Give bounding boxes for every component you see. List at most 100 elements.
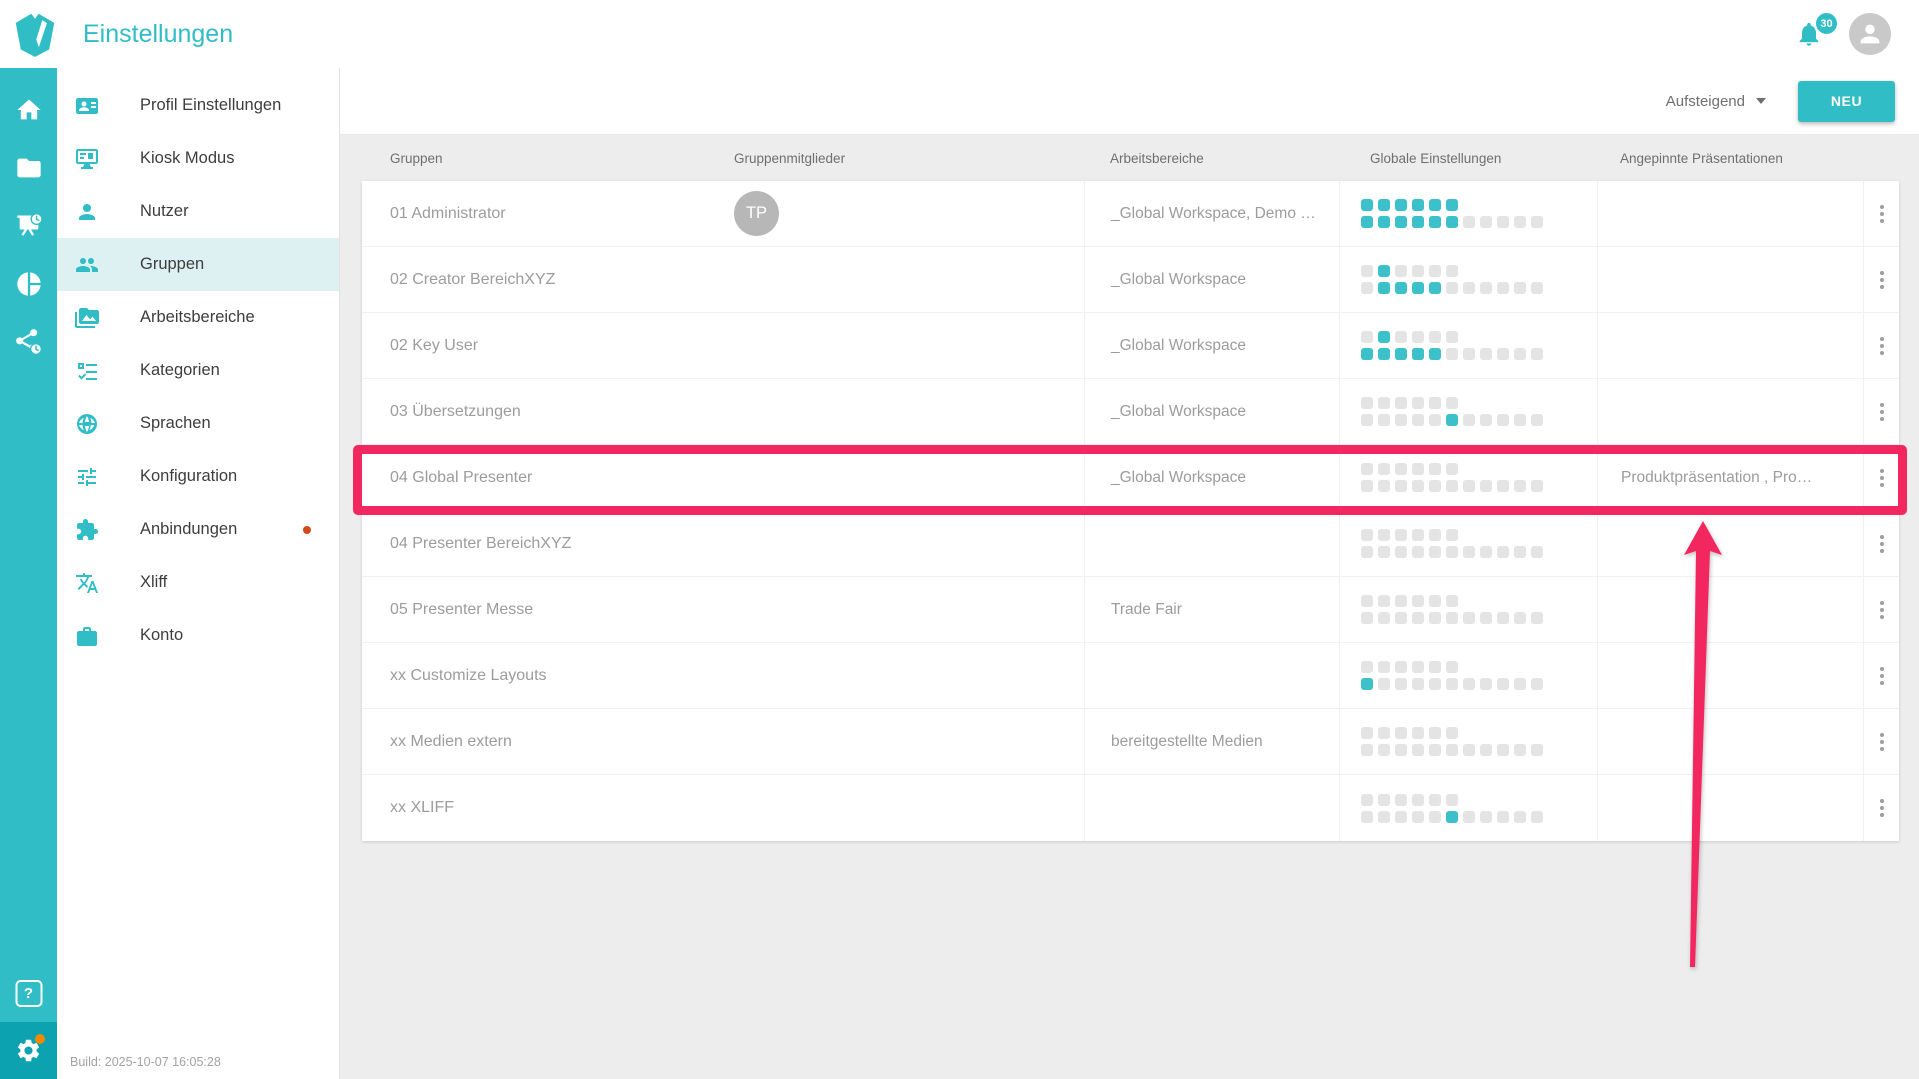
- group-members-cell: [684, 445, 1084, 510]
- translate-icon: [75, 571, 99, 595]
- group-name: 04 Global Presenter: [390, 468, 533, 486]
- sidebar-item-anbindungen[interactable]: Anbindungen: [57, 503, 339, 556]
- settings-menu: Profil Einstellungen Kiosk Modus Nutzer …: [57, 68, 339, 662]
- group-workspaces-cell: [1084, 511, 1339, 576]
- contact-card-icon: [75, 94, 99, 118]
- group-members-cell: [684, 247, 1084, 312]
- workspace-image-icon: [75, 306, 99, 330]
- table-row[interactable]: 01 Administrator TP _Global Workspace, D…: [362, 181, 1899, 247]
- group-name: xx Medien extern: [390, 732, 512, 750]
- sidebar-item-nutzer[interactable]: Nutzer: [57, 185, 339, 238]
- presentation-clock-icon[interactable]: [15, 212, 43, 240]
- group-members-cell: [684, 775, 1084, 841]
- home-icon[interactable]: [15, 96, 43, 124]
- row-actions-cell: [1863, 709, 1899, 774]
- global-settings-squares: [1339, 643, 1597, 708]
- group-name: 01 Administrator: [390, 204, 506, 222]
- column-header-angepinnte-praesentationen: Angepinnte Präsentationen: [1620, 150, 1783, 166]
- group-name: 04 Presenter BereichXYZ: [390, 534, 572, 552]
- table-row[interactable]: xx Medien extern bereitgestellte Medien: [362, 709, 1899, 775]
- more-options-icon[interactable]: [1874, 727, 1890, 757]
- sidebar-item-sprachen[interactable]: Sprachen: [57, 397, 339, 450]
- more-options-icon[interactable]: [1874, 595, 1890, 625]
- notification-dot: [303, 525, 311, 534]
- sidebar-item-label: Profil Einstellungen: [140, 96, 282, 114]
- group-workspaces-cell: _Global Workspace, Demo …: [1084, 181, 1339, 246]
- groups-table: 01 Administrator TP _Global Workspace, D…: [362, 181, 1899, 841]
- group-workspaces-cell: [1084, 775, 1339, 841]
- table-row[interactable]: xx XLIFF: [362, 775, 1899, 841]
- sidebar-item-profil-einstellungen[interactable]: Profil Einstellungen: [57, 79, 339, 132]
- group-members-cell: TP: [684, 181, 1084, 246]
- group-workspaces-cell: Trade Fair: [1084, 577, 1339, 642]
- sidebar-item-kiosk-modus[interactable]: Kiosk Modus: [57, 132, 339, 185]
- group-name: xx Customize Layouts: [390, 666, 547, 684]
- pinned-presentations-cell: [1597, 313, 1863, 378]
- row-actions-cell: [1863, 313, 1899, 378]
- table-row[interactable]: 04 Global Presenter _Global Workspace Pr…: [362, 445, 1899, 511]
- more-options-icon[interactable]: [1874, 331, 1890, 361]
- share-clock-icon[interactable]: [15, 328, 43, 356]
- more-options-icon[interactable]: [1874, 661, 1890, 691]
- sidebar-item-label: Arbeitsbereiche: [140, 308, 255, 326]
- member-avatar: TP: [734, 191, 779, 236]
- row-actions-cell: [1863, 643, 1899, 708]
- group-workspaces-cell: [1084, 643, 1339, 708]
- sidebar-item-label: Nutzer: [140, 202, 189, 220]
- table-row[interactable]: 05 Presenter Messe Trade Fair: [362, 577, 1899, 643]
- column-header-globale-einstellungen: Globale Einstellungen: [1370, 150, 1502, 166]
- help-icon[interactable]: ?: [15, 980, 42, 1007]
- sidebar-item-konfiguration[interactable]: Konfiguration: [57, 450, 339, 503]
- folder-icon[interactable]: [15, 154, 43, 182]
- group-name: 05 Presenter Messe: [390, 600, 534, 618]
- sidebar-item-label: Xliff: [140, 573, 168, 591]
- table-row[interactable]: 02 Creator BereichXYZ _Global Workspace: [362, 247, 1899, 313]
- briefcase-icon: [75, 624, 99, 648]
- group-name: xx XLIFF: [390, 799, 455, 816]
- puzzle-icon: [75, 518, 99, 542]
- group-name: 02 Creator BereichXYZ: [390, 270, 556, 288]
- more-options-icon[interactable]: [1874, 529, 1890, 559]
- global-settings-squares: [1339, 709, 1597, 774]
- sidebar-item-arbeitsbereiche[interactable]: Arbeitsbereiche: [57, 291, 339, 344]
- settings-gear-button[interactable]: [0, 1022, 57, 1079]
- group-name: 02 Key User: [390, 336, 479, 354]
- more-options-icon[interactable]: [1874, 463, 1890, 493]
- table-row[interactable]: 03 Übersetzungen _Global Workspace: [362, 379, 1899, 445]
- sidebar-item-gruppen[interactable]: Gruppen: [57, 238, 339, 291]
- sidebar-item-konto[interactable]: Konto: [57, 609, 339, 662]
- group-workspaces-cell: _Global Workspace: [1084, 313, 1339, 378]
- notifications-bell-icon[interactable]: 30: [1795, 11, 1839, 48]
- column-header-gruppen: Gruppen: [390, 150, 443, 166]
- pie-chart-icon[interactable]: [15, 270, 43, 298]
- table-row[interactable]: xx Customize Layouts: [362, 643, 1899, 709]
- build-info: Build: 2025-10-07 16:05:28: [70, 1055, 221, 1069]
- sidebar-item-xliff[interactable]: Xliff: [57, 556, 339, 609]
- tune-icon: [75, 465, 99, 489]
- group-workspaces-cell: bereitgestellte Medien: [1084, 709, 1339, 774]
- global-settings-squares: [1339, 445, 1597, 510]
- more-options-icon[interactable]: [1874, 793, 1890, 823]
- group-members-cell: [684, 379, 1084, 444]
- pinned-presentations-cell: [1597, 775, 1863, 841]
- table-row[interactable]: 02 Key User _Global Workspace: [362, 313, 1899, 379]
- icon-rail: ?: [0, 68, 57, 1079]
- row-actions-cell: [1863, 181, 1899, 246]
- more-options-icon[interactable]: [1874, 265, 1890, 295]
- table-row[interactable]: 04 Presenter BereichXYZ: [362, 511, 1899, 577]
- row-actions-cell: [1863, 379, 1899, 444]
- group-members-cell: [684, 511, 1084, 576]
- notification-count-badge: 30: [1814, 11, 1839, 36]
- more-options-icon[interactable]: [1874, 397, 1890, 427]
- user-avatar[interactable]: [1849, 13, 1891, 55]
- group-workspaces-cell: _Global Workspace: [1084, 379, 1339, 444]
- global-settings-squares: [1339, 181, 1597, 246]
- sidebar-item-kategorien[interactable]: Kategorien: [57, 344, 339, 397]
- pinned-presentations-cell: [1597, 181, 1863, 246]
- global-settings-squares: [1339, 247, 1597, 312]
- list-toolbar: Aufsteigend NEU: [340, 68, 1919, 135]
- settings-sidebar: Profil Einstellungen Kiosk Modus Nutzer …: [57, 68, 340, 1079]
- new-button[interactable]: NEU: [1798, 80, 1895, 122]
- sort-dropdown[interactable]: Aufsteigend: [1666, 93, 1766, 110]
- more-options-icon[interactable]: [1874, 199, 1890, 229]
